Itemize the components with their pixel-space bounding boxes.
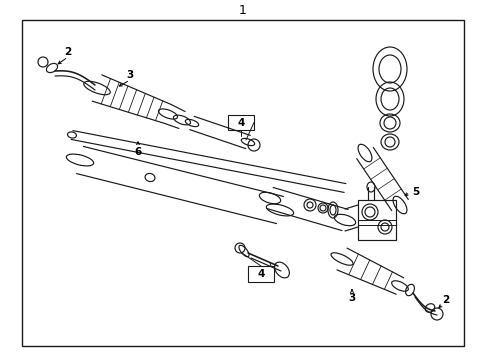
Text: 6: 6 bbox=[134, 147, 142, 157]
Text: 1: 1 bbox=[239, 4, 247, 17]
Text: 4: 4 bbox=[237, 117, 245, 127]
Text: 2: 2 bbox=[64, 47, 72, 57]
Bar bbox=[358, 200, 396, 240]
Bar bbox=[248, 266, 274, 282]
Text: 3: 3 bbox=[348, 293, 356, 303]
Text: 5: 5 bbox=[413, 187, 419, 197]
Bar bbox=[228, 115, 254, 130]
Text: 4: 4 bbox=[257, 269, 265, 279]
Text: 3: 3 bbox=[126, 70, 134, 80]
Text: 2: 2 bbox=[442, 295, 450, 305]
